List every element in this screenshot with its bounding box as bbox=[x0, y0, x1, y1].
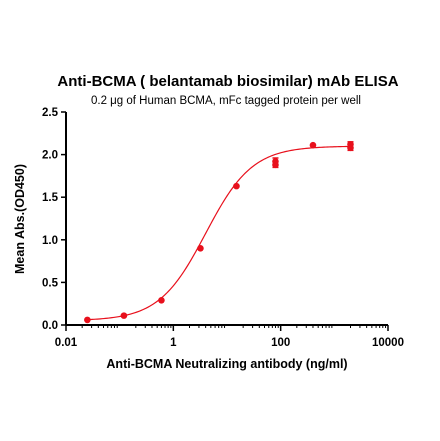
data-point bbox=[233, 182, 240, 190]
x-axis-label: Anti-BCMA Neutralizing antibody (ng/ml) bbox=[106, 357, 347, 371]
y-tick-label: 2.0 bbox=[42, 150, 58, 162]
x-tick-label: 10000 bbox=[372, 337, 404, 349]
y-tick-label: 0.5 bbox=[42, 277, 59, 289]
x-tick-label: 1 bbox=[170, 337, 177, 349]
data-point bbox=[158, 296, 165, 304]
plot-area: 0.0 0.5 1.0 1.5 2.0 2.5 0.01 1 100 10000 bbox=[42, 107, 404, 349]
data-point bbox=[197, 245, 204, 252]
chart-title: Anti-BCMA ( belantamab biosimilar) mAb E… bbox=[57, 73, 398, 90]
data-series bbox=[84, 141, 354, 324]
x-axis-ticks: 0.01 1 100 10000 bbox=[55, 325, 404, 349]
fit-curve bbox=[87, 145, 351, 321]
y-axis-label: Mean Abs.(OD450) bbox=[13, 164, 27, 274]
y-axis-ticks: 0.0 0.5 1.0 1.5 2.0 2.5 bbox=[42, 107, 66, 332]
y-tick-label: 2.5 bbox=[42, 107, 59, 119]
data-point bbox=[347, 144, 354, 152]
data-point bbox=[309, 141, 317, 149]
chart-subtitle: 0.2 μg of Human BCMA, mFc tagged protein… bbox=[91, 95, 361, 107]
y-tick-label: 1.5 bbox=[42, 192, 59, 204]
y-tick-label: 1.0 bbox=[42, 235, 58, 247]
data-point bbox=[272, 161, 279, 169]
data-point bbox=[84, 316, 91, 324]
y-tick-label: 0.0 bbox=[42, 320, 58, 332]
x-tick-label: 100 bbox=[271, 337, 290, 349]
x-tick-label: 0.01 bbox=[55, 337, 78, 349]
data-point bbox=[120, 312, 128, 319]
